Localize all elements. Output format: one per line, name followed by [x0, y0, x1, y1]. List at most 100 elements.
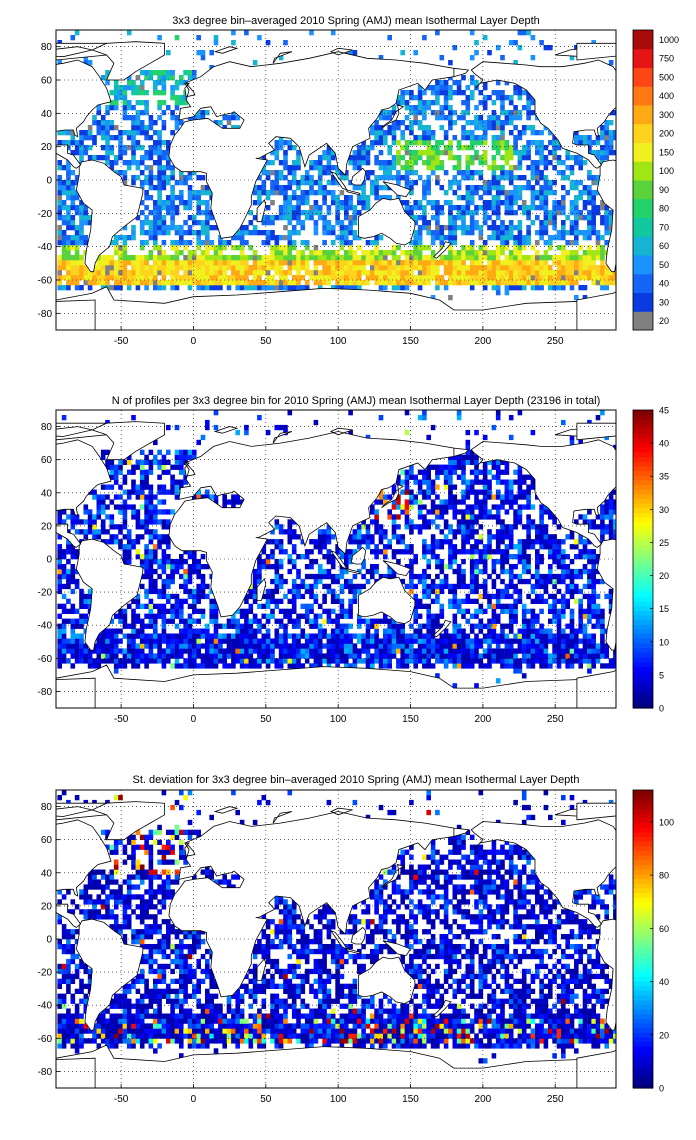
heatmap-cell	[357, 235, 362, 241]
heatmap-cell	[87, 603, 93, 609]
heatmap-cell	[226, 663, 232, 669]
heatmap-cell	[200, 175, 206, 181]
heatmap-cell	[57, 270, 62, 276]
heatmap-cell	[335, 643, 340, 649]
heatmap-cell	[569, 534, 575, 540]
heatmap-cell	[174, 285, 180, 291]
heatmap-cell	[370, 573, 375, 580]
heatmap-cell	[57, 190, 62, 196]
heatmap-cell	[157, 165, 162, 171]
heatmap-cell	[144, 135, 149, 141]
heatmap-cell	[591, 549, 596, 555]
heatmap-cell	[482, 85, 488, 91]
heatmap-cell	[500, 588, 505, 595]
heatmap-cell	[521, 628, 527, 634]
heatmap-cell	[109, 125, 115, 131]
heatmap-cell	[548, 658, 553, 664]
heatmap-cell	[166, 205, 171, 211]
heatmap-cell	[591, 180, 596, 186]
colorbar-label: 400	[659, 91, 674, 101]
heatmap-cell	[539, 285, 544, 291]
heatmap-cell	[543, 250, 549, 256]
heatmap-cell	[79, 270, 84, 276]
heatmap-cell	[500, 185, 505, 191]
heatmap-cell	[352, 539, 358, 545]
heatmap-cell	[387, 195, 392, 201]
heatmap-cell	[469, 564, 475, 570]
heatmap-cell	[452, 683, 458, 689]
heatmap-cell	[170, 618, 175, 624]
heatmap-cell	[500, 275, 505, 281]
heatmap-cell	[387, 265, 392, 271]
heatmap-cell	[352, 633, 358, 639]
heatmap-cell	[439, 280, 445, 286]
heatmap-cell	[495, 215, 501, 221]
heatmap-cell	[79, 633, 84, 639]
heatmap-cell	[465, 160, 471, 166]
heatmap-cell	[465, 85, 471, 91]
heatmap-cell	[491, 225, 497, 231]
heatmap-cell	[161, 568, 167, 575]
heatmap-cell	[100, 529, 106, 535]
heatmap-cell	[556, 155, 562, 161]
heatmap-cell	[469, 270, 475, 276]
y-tick-label: -60	[38, 276, 53, 287]
panel-2: N of profiles per 3x3 degree bin for 201…	[38, 395, 669, 725]
heatmap-cell	[300, 578, 306, 585]
heatmap-cell	[374, 155, 379, 161]
heatmap-cell	[513, 573, 518, 580]
heatmap-cell	[170, 95, 175, 101]
heatmap-cell	[556, 170, 562, 176]
heatmap-cell	[122, 100, 128, 106]
heatmap-cell	[461, 265, 466, 271]
heatmap-cell	[452, 648, 458, 654]
heatmap-cell	[291, 583, 297, 590]
heatmap-cell	[226, 653, 232, 659]
heatmap-cell	[161, 215, 167, 221]
heatmap-cell	[595, 205, 601, 211]
heatmap-cell	[96, 125, 102, 131]
heatmap-cell	[452, 215, 458, 221]
heatmap-cell	[300, 240, 306, 246]
heatmap-cell	[530, 165, 536, 171]
heatmap-cell	[543, 210, 549, 216]
heatmap-cell	[413, 150, 418, 156]
heatmap-cell	[309, 255, 314, 261]
heatmap-cell	[144, 544, 149, 550]
heatmap-cell	[426, 663, 431, 669]
heatmap-cell	[313, 265, 319, 271]
heatmap-cell	[574, 200, 579, 206]
heatmap-cell	[465, 270, 471, 276]
heatmap-cell	[157, 210, 162, 216]
heatmap-cell	[213, 40, 219, 46]
heatmap-cell	[495, 534, 501, 540]
heatmap-cell	[491, 578, 497, 585]
heatmap-cell	[322, 643, 327, 649]
heatmap-cell	[613, 658, 616, 664]
heatmap-cell	[196, 235, 201, 241]
heatmap-cell	[469, 75, 475, 81]
heatmap-cell	[426, 230, 431, 236]
heatmap-cell	[174, 275, 180, 281]
heatmap-cell	[543, 175, 549, 181]
heatmap-cell	[404, 180, 410, 186]
heatmap-cell	[430, 260, 436, 266]
heatmap-cell	[482, 215, 488, 221]
heatmap-cell	[521, 265, 527, 271]
heatmap-cell	[265, 539, 271, 545]
heatmap-cell	[526, 210, 531, 216]
heatmap-cell	[296, 155, 301, 161]
heatmap-cell	[309, 190, 314, 196]
heatmap-cell	[574, 633, 579, 639]
heatmap-cell	[209, 663, 214, 669]
heatmap-cell	[404, 275, 410, 281]
heatmap-cell	[456, 270, 462, 276]
heatmap-cell	[543, 145, 549, 151]
heatmap-cell	[548, 180, 553, 186]
heatmap-cell	[187, 603, 193, 609]
heatmap-cell	[482, 554, 488, 560]
heatmap-cell	[556, 145, 562, 151]
heatmap-cell	[144, 549, 149, 555]
heatmap-cell	[300, 663, 306, 669]
